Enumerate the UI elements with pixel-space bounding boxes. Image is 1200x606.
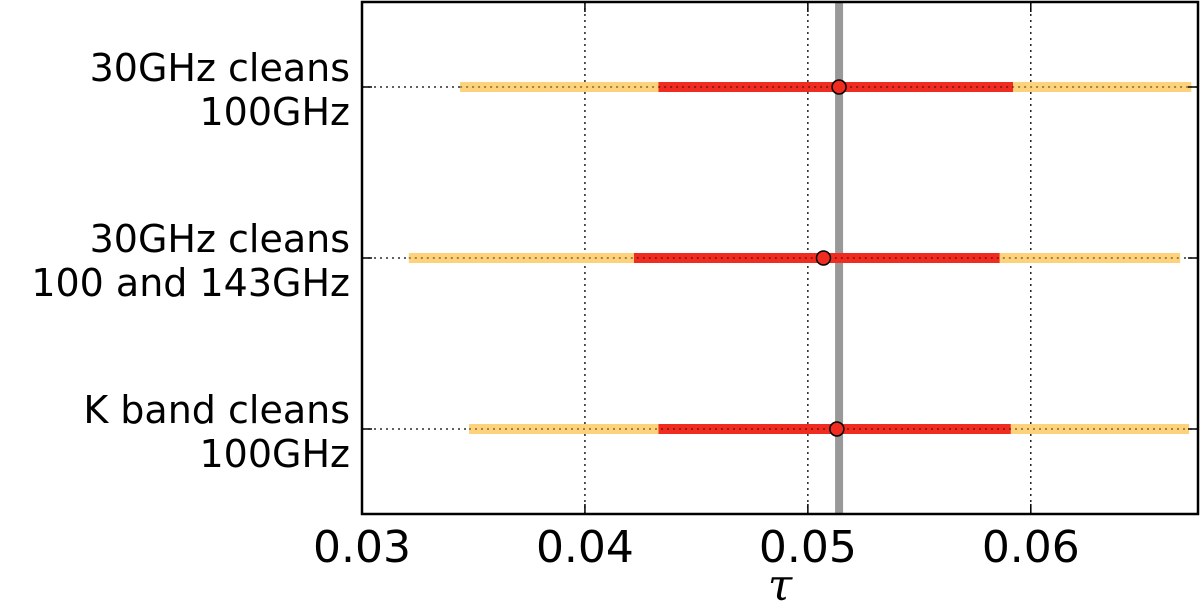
x-tick-label: 0.06	[982, 522, 1080, 573]
point-marker	[815, 250, 832, 266]
x-axis-label: τ	[768, 560, 793, 606]
bars-layer	[408, 79, 1192, 437]
point-marker	[831, 79, 847, 95]
category-label-line: 100GHz	[200, 90, 351, 134]
category-label-line: 30GHz cleans	[90, 46, 350, 90]
category-label-line: K band cleans	[83, 388, 350, 432]
category-label-line: 30GHz cleans	[90, 217, 350, 261]
ticks-layer: 0.03 0.04 0.05 0.06	[313, 2, 1198, 573]
x-tick-label: 0.03	[313, 522, 411, 573]
x-tick-label: 0.04	[536, 522, 634, 573]
category-label: 30GHz cleans 100GHz	[90, 46, 350, 134]
category-label-line: 100 and 143GHz	[31, 261, 350, 305]
point-marker	[829, 421, 845, 437]
category-label: 30GHz cleans 100 and 143GHz	[31, 217, 350, 305]
category-label-line: 100GHz	[200, 432, 351, 476]
x-tick-label: 0.05	[759, 522, 857, 573]
category-label: K band cleans 100GHz	[83, 388, 350, 476]
